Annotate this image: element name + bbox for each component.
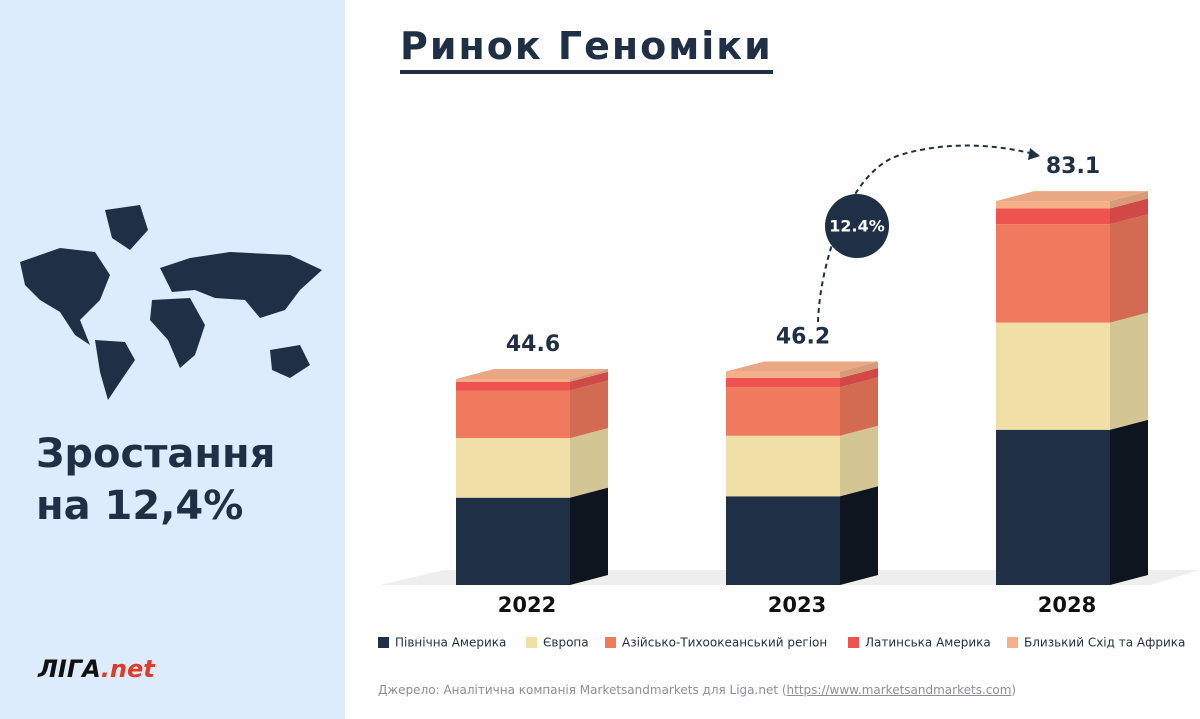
bar-top (726, 361, 878, 372)
bar-side (1110, 214, 1148, 323)
growth-arrow (817, 144, 1039, 323)
source-prefix: Джерело: Аналітична компанія Marketsandm… (378, 683, 787, 697)
x-tick-label: 2022 (498, 593, 556, 617)
bar-segment (996, 201, 1110, 209)
bar-segment (726, 371, 840, 379)
total-label: 46.2 (776, 325, 830, 350)
bar-segment (726, 387, 840, 436)
source-suffix: ) (1011, 683, 1017, 697)
source: Джерело: Аналітична компанія Marketsandm… (378, 683, 1016, 697)
world-map (20, 205, 322, 400)
legend-swatch (605, 637, 616, 648)
bar-segment (726, 496, 840, 585)
bar-segment (456, 438, 570, 498)
bar-top (456, 368, 608, 379)
bar-side (1110, 198, 1148, 225)
x-tick-label: 2028 (1038, 593, 1096, 617)
bar-segment (726, 378, 840, 388)
legend-label: Латинська Америка (865, 636, 991, 650)
bar-side (840, 425, 878, 497)
bar-side (1110, 419, 1148, 585)
bar-segment (996, 208, 1110, 225)
chart-title: Ринок Геноміки (400, 22, 773, 74)
legend-label: Азійсько-Тихоокеанський регіон (622, 636, 827, 650)
bar-top (996, 191, 1148, 202)
bar-side (570, 368, 608, 382)
total-label: 44.6 (506, 332, 560, 357)
bar-segment (996, 224, 1110, 323)
bar-side (1110, 312, 1148, 430)
bar-side (840, 368, 878, 388)
bar-segment (456, 497, 570, 585)
bar-segment (996, 429, 1110, 585)
legend-label: Північна Америка (395, 636, 506, 650)
logo: ЛІГА.net (38, 655, 155, 683)
logo-brand: ЛІГА (38, 655, 101, 683)
bar-side (570, 380, 608, 439)
legend-swatch (1007, 637, 1018, 648)
x-tick-label: 2023 (768, 593, 826, 617)
bar-segment (996, 322, 1110, 430)
headline: Зростання на 12,4% (36, 431, 276, 529)
bar-side (570, 371, 608, 391)
bar-side (570, 487, 608, 585)
legend-label: Європа (543, 636, 589, 650)
bar-side (840, 377, 878, 436)
legend-swatch (378, 637, 389, 648)
logo-suffix: .net (100, 655, 155, 683)
growth-label: 12.4% (829, 217, 885, 236)
bar-segment (726, 435, 840, 497)
legend-swatch (848, 637, 859, 648)
bar-side (840, 361, 878, 379)
legend-label: Близький Схід та Африка (1024, 636, 1185, 650)
bar-segment (456, 378, 570, 382)
bar-segment (456, 381, 570, 391)
arrow-head (1028, 148, 1040, 160)
bar-side (1110, 191, 1148, 209)
bar-segment (456, 390, 570, 439)
source-link[interactable]: https://www.marketsandmarkets.com (786, 683, 1012, 697)
total-label: 83.1 (1046, 154, 1100, 179)
bar-side (840, 486, 878, 585)
bar-side (570, 428, 608, 498)
legend-swatch (526, 637, 537, 648)
growth-badge (825, 194, 889, 258)
